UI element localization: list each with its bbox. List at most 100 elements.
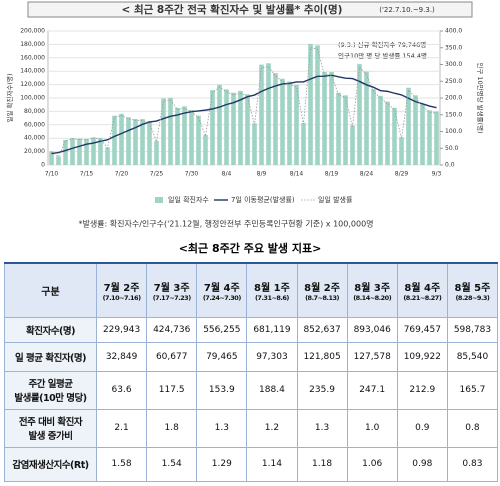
y2-axis-label: 인구 10만명당 발생률(명): [476, 62, 485, 133]
row-label: 감염재생산지수(Rt): [4, 446, 97, 482]
bar: [329, 72, 334, 165]
cell: 0.83: [446, 446, 499, 482]
annotation: 인구10만 명 당 발생률 154.4명: [338, 51, 427, 60]
bar: [49, 151, 54, 165]
cell: 235.9: [296, 370, 348, 410]
week-name: 7월 4주: [203, 282, 240, 294]
header-cell: 8월 3주 (8.14~8.20): [346, 262, 398, 318]
bar: [70, 138, 75, 165]
header-cell: 7월 2주 (7.10~7.16): [95, 262, 148, 318]
bar: [280, 78, 285, 165]
cell: 109,922: [396, 341, 448, 372]
cell: 0.9: [396, 408, 448, 448]
cell: 212.9: [396, 370, 448, 410]
week-name: 8월 4주: [404, 282, 441, 294]
y-tick-label: 60,000: [24, 121, 45, 128]
row: 일 평균 확진자(명) 32,849 60,677 79,465 97,303 121,8…: [4, 341, 499, 372]
table-title: <최근 8주간 주요 발생 지표>: [178, 242, 322, 255]
bar: [224, 89, 229, 165]
header-cell: 구분: [4, 262, 97, 318]
bar: [189, 110, 194, 165]
y2-tick-label: 400.0: [445, 28, 462, 35]
cell: 556,255: [196, 316, 248, 343]
cell: 229,943: [95, 316, 148, 343]
bar: [308, 43, 313, 166]
bar: [217, 84, 222, 165]
cell: 852,637: [296, 316, 348, 343]
cell: 1.54: [146, 446, 198, 482]
y-tick-label: 140,000: [20, 68, 45, 75]
bar: [385, 101, 390, 165]
bar: [112, 115, 117, 165]
bar: [56, 156, 61, 165]
bar: [336, 92, 341, 165]
cell: 1.18: [296, 446, 348, 482]
header-cell: 8월 2주 (8.7~8.13): [296, 262, 348, 318]
bar: [98, 137, 103, 165]
row-label-line: 감염재생산지수(Rt): [12, 460, 89, 471]
line: [51, 47, 437, 158]
row-label: 주간 일평균 발생률(10만 명당): [4, 370, 97, 410]
row: 확진자수(명) 229,943 424,736 556,255 681,119 852,6…: [4, 316, 499, 343]
cell: 1.58: [95, 446, 148, 482]
chart: < 최근 8주간 전국 확진자수 및 발생률* 추이(명) ('22.7.10.…: [5, 1, 485, 229]
cell: 681,119: [246, 316, 298, 343]
cell: 2.1: [95, 408, 148, 448]
y2-tick-label: 150.0: [445, 111, 462, 118]
bar: [350, 125, 355, 165]
week-range: (8.7~8.13): [305, 293, 340, 302]
row-label: 전주 대비 확진자 발생 증가비: [4, 408, 97, 448]
line: [51, 74, 437, 155]
bar: [413, 95, 418, 165]
bar: [273, 73, 278, 165]
week-range: (7.10~7.16): [102, 293, 141, 302]
bar: [161, 98, 166, 165]
y2-tick-label: 200.0: [445, 95, 462, 102]
bar: [77, 138, 82, 165]
y-tick-label: 0: [41, 162, 45, 169]
bar: [231, 92, 236, 165]
bar: [427, 110, 432, 165]
bar: [63, 139, 68, 165]
cell: 0.98: [396, 446, 448, 482]
bar: [364, 71, 369, 165]
bar: [105, 147, 110, 165]
bar: [322, 71, 327, 165]
bar: [399, 137, 404, 165]
y-tick-label: 80,000: [24, 108, 45, 115]
week-name: 8월 5주: [454, 282, 491, 294]
week-range: (8.14~8.20): [353, 293, 392, 302]
row: 주간 일평균 발생률(10만 명당) 63.6 117.5 153.9 188.4 235.…: [4, 370, 499, 410]
y-tick-label: 160,000: [20, 54, 45, 61]
bar: [147, 121, 152, 165]
row-label-line: 발생률(10만 명당): [14, 393, 87, 404]
legend-label: 일일 확진자수: [168, 195, 209, 204]
row-label: 일 평균 확진자(명): [4, 341, 97, 372]
y-tick-label: 180,000: [20, 41, 45, 48]
header-cell: 7월 3주 (7.17~7.23): [146, 262, 198, 318]
cell: 121,805: [296, 341, 348, 372]
week-name: 7월 2주: [103, 282, 140, 294]
week-range: (7.31~8.6): [254, 293, 289, 302]
week-name: 8월 1주: [254, 282, 290, 294]
y-tick-label: 40,000: [24, 135, 45, 142]
cell: 1.0: [346, 408, 398, 448]
y2-tick-label: 50.0: [445, 145, 459, 152]
y-axis-label: 일일 확진자수(명): [5, 74, 14, 123]
y2-tick-label: 300.0: [445, 61, 462, 68]
header-cell: 8월 4주 (8.21~8.27): [396, 262, 448, 318]
x-tick-label: 7/25: [150, 171, 164, 178]
cell: 598,783: [446, 316, 499, 343]
x-tick-label: 7/30: [185, 171, 199, 178]
bar: [196, 115, 201, 165]
footnote: *발생률: 확진자수/인구수('21.12월, 행정안전부 주민등록인구현황 기…: [78, 219, 373, 229]
cell: 1.8: [146, 408, 198, 448]
y2-tick-label: 250.0: [445, 78, 462, 85]
bar: [378, 95, 383, 165]
cell: 893,046: [346, 316, 398, 343]
week-range: (8.21~8.27): [403, 293, 442, 302]
bar: [119, 113, 124, 165]
week-range: (8.28~9.3): [455, 293, 490, 302]
header-cell: 8월 1주 (7.31~8.6): [246, 262, 298, 318]
